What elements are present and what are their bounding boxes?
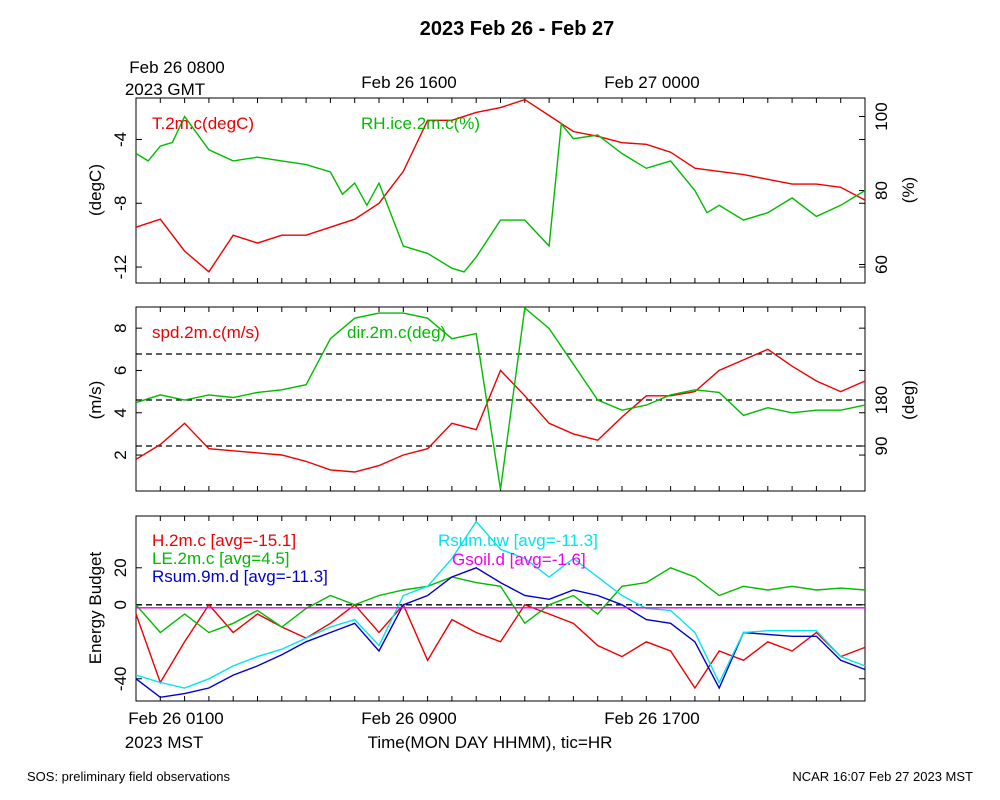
y-left-tick-label: 2 (111, 450, 130, 459)
y-left-tick-label: 20 (111, 558, 130, 577)
mst-label-2: Feb 26 1700 (604, 709, 699, 728)
y-left-tick-label: 4 (111, 408, 130, 417)
gmt-first-sub: 2023 GMT (125, 80, 205, 99)
x-axis-title: Time(MON DAY HHMM), tic=HR (368, 733, 613, 752)
gmt-first-label: Feb 26 0800 (129, 58, 224, 77)
legend-rsum-uw: Rsum.uw [avg=-11.3] (438, 531, 598, 550)
y-right-tick-label: 90 (872, 437, 891, 456)
footer-left: SOS: preliminary field observations (27, 769, 231, 784)
series-line (135, 603, 866, 690)
series-line (135, 98, 866, 273)
y-right-tick-label: 100 (872, 102, 891, 130)
panel-1-right-axis-title: (%) (899, 177, 918, 203)
y-left-tick-label: 6 (111, 366, 130, 375)
series-line (135, 567, 866, 634)
legend-rh: RH.ice.2m.c(%) (361, 114, 480, 133)
legend-h: H.2m.c [avg=-15.1] (152, 531, 296, 550)
series-line (135, 306, 866, 490)
panel-2: 2 4 6 8 90 180 (111, 306, 891, 490)
panel-2-right-axis-title: (deg) (899, 380, 918, 420)
gmt-label-1: Feb 26 1600 (361, 73, 456, 92)
y-right-tick-label: 60 (872, 255, 891, 274)
y-left-tick-label: -12 (111, 255, 130, 280)
panel-1: -12 -8 -4 60 80 100 (111, 98, 891, 280)
chart-title: 2023 Feb 26 - Feb 27 (420, 18, 615, 40)
legend-gsoil: Gsoil.d [avg=-1.6] (452, 550, 586, 569)
legend-dir: dir.2m.c(deg) (347, 323, 446, 342)
x-ticks (135, 98, 866, 701)
y-left-tick-label: -4 (111, 132, 130, 147)
y-left-tick-label: 8 (111, 323, 130, 332)
series-line (135, 115, 866, 273)
mst-first-sub: 2023 MST (125, 733, 203, 752)
series-line (135, 520, 866, 689)
panel-1-left-axis-title: (degC) (86, 164, 105, 216)
panel-2-left-axis-title: (m/s) (86, 381, 105, 420)
y-left-tick-label: -8 (111, 196, 130, 211)
y-right-tick-label: 80 (872, 181, 891, 200)
legend-le: LE.2m.c [avg=4.5] (152, 549, 290, 568)
y-left-tick-label: -40 (111, 667, 130, 692)
panel-3-left-axis-title: Energy Budget (86, 551, 105, 664)
legend-speed: spd.2m.c(m/s) (152, 323, 260, 342)
y-right-tick-label: 180 (872, 386, 891, 414)
series-line (135, 348, 866, 473)
mst-label-1: Feb 26 0900 (361, 709, 456, 728)
y-left-tick-label: 0 (111, 600, 130, 609)
panel-3: -40 0 20 (111, 520, 866, 699)
footer-right: NCAR 16:07 Feb 27 2023 MST (792, 769, 973, 784)
gmt-label-2: Feb 27 0000 (604, 73, 699, 92)
mst-first-label: Feb 26 0100 (128, 709, 223, 728)
legend-rsum-9m: Rsum.9m.d [avg=-11.3] (152, 567, 328, 586)
legend-temp: T.2m.c(degC) (152, 114, 254, 133)
